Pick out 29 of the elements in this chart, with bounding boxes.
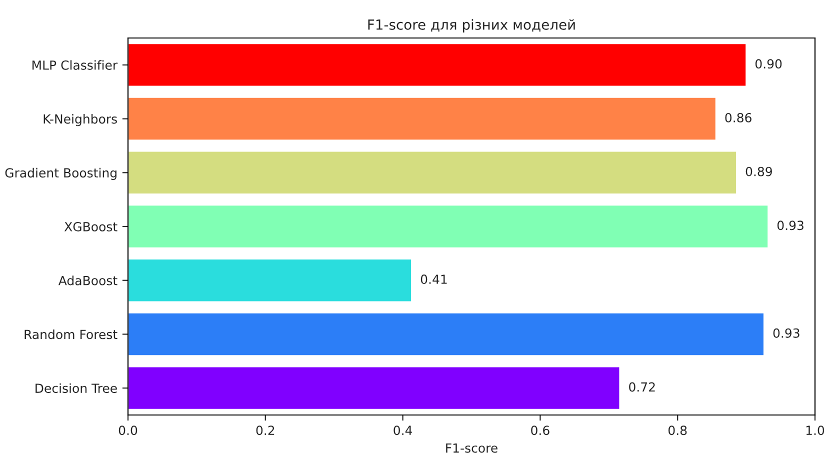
data-label: 0.72	[629, 382, 655, 392]
data-label: 0.90	[755, 59, 782, 69]
y-tick-label: AdaBoost	[58, 276, 118, 286]
y-tick-label: XGBoost	[64, 222, 118, 232]
x-tick-label: 0.2	[256, 426, 274, 436]
bar	[128, 204, 769, 249]
x-tick-label: 1.0	[806, 426, 824, 436]
chart-title: F1-score для різних моделей	[368, 19, 575, 33]
bar	[128, 258, 412, 303]
y-tick-label: K-Neighbors	[44, 114, 117, 126]
bar	[128, 366, 621, 410]
data-label: 0.93	[777, 220, 804, 230]
y-tick-label: Gradient Boosting	[5, 168, 116, 180]
y-tick-label: Random Forest	[24, 329, 118, 340]
x-tick-label: 0.0	[118, 426, 138, 436]
data-label: 0.93	[773, 328, 800, 338]
bar	[128, 312, 765, 356]
bar	[128, 42, 747, 88]
data-label: 0.86	[725, 112, 752, 122]
data-label: 0.89	[746, 166, 772, 176]
x-axis-title: F1-score	[446, 443, 498, 453]
x-tick-label: 0.4	[394, 426, 412, 436]
y-tick-label: Decision Tree	[36, 383, 117, 393]
data-label: 0.41	[420, 274, 447, 284]
x-tick-label: 0.6	[531, 426, 550, 436]
x-tick-label: 0.8	[668, 426, 687, 436]
bar	[128, 150, 738, 195]
y-tick-label: MLP Classifier	[32, 60, 118, 70]
bar	[128, 96, 717, 142]
